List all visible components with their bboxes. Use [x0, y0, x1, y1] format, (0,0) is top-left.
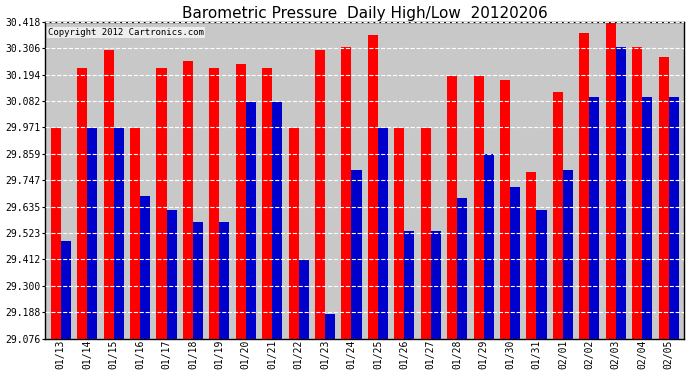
- Bar: [589, 97, 600, 339]
- Bar: [500, 80, 510, 339]
- Bar: [473, 76, 484, 339]
- Bar: [114, 128, 124, 339]
- Bar: [457, 198, 467, 339]
- Bar: [536, 210, 546, 339]
- Bar: [209, 69, 219, 339]
- Bar: [563, 170, 573, 339]
- Bar: [236, 64, 246, 339]
- Text: Copyright 2012 Cartronics.com: Copyright 2012 Cartronics.com: [48, 28, 204, 37]
- Bar: [368, 35, 378, 339]
- Bar: [447, 76, 457, 339]
- Bar: [526, 172, 536, 339]
- Bar: [183, 62, 193, 339]
- Bar: [104, 50, 114, 339]
- Bar: [77, 69, 87, 339]
- Bar: [606, 19, 615, 339]
- Bar: [394, 128, 404, 339]
- Bar: [273, 102, 282, 339]
- Bar: [580, 33, 589, 339]
- Bar: [632, 47, 642, 339]
- Bar: [378, 128, 388, 339]
- Title: Barometric Pressure  Daily High/Low  20120206: Barometric Pressure Daily High/Low 20120…: [182, 6, 548, 21]
- Bar: [510, 187, 520, 339]
- Bar: [262, 69, 273, 339]
- Bar: [315, 50, 325, 339]
- Bar: [342, 47, 351, 339]
- Bar: [219, 222, 229, 339]
- Bar: [431, 231, 441, 339]
- Bar: [87, 128, 97, 339]
- Bar: [246, 102, 256, 339]
- Bar: [325, 314, 335, 339]
- Bar: [288, 128, 299, 339]
- Bar: [299, 260, 308, 339]
- Bar: [51, 128, 61, 339]
- Bar: [658, 57, 669, 339]
- Bar: [166, 210, 177, 339]
- Bar: [193, 222, 203, 339]
- Bar: [404, 231, 415, 339]
- Bar: [421, 128, 431, 339]
- Bar: [351, 170, 362, 339]
- Bar: [615, 47, 626, 339]
- Bar: [157, 69, 166, 339]
- Bar: [140, 196, 150, 339]
- Bar: [484, 153, 493, 339]
- Bar: [642, 97, 652, 339]
- Bar: [130, 128, 140, 339]
- Bar: [553, 92, 563, 339]
- Bar: [61, 241, 71, 339]
- Bar: [669, 97, 679, 339]
